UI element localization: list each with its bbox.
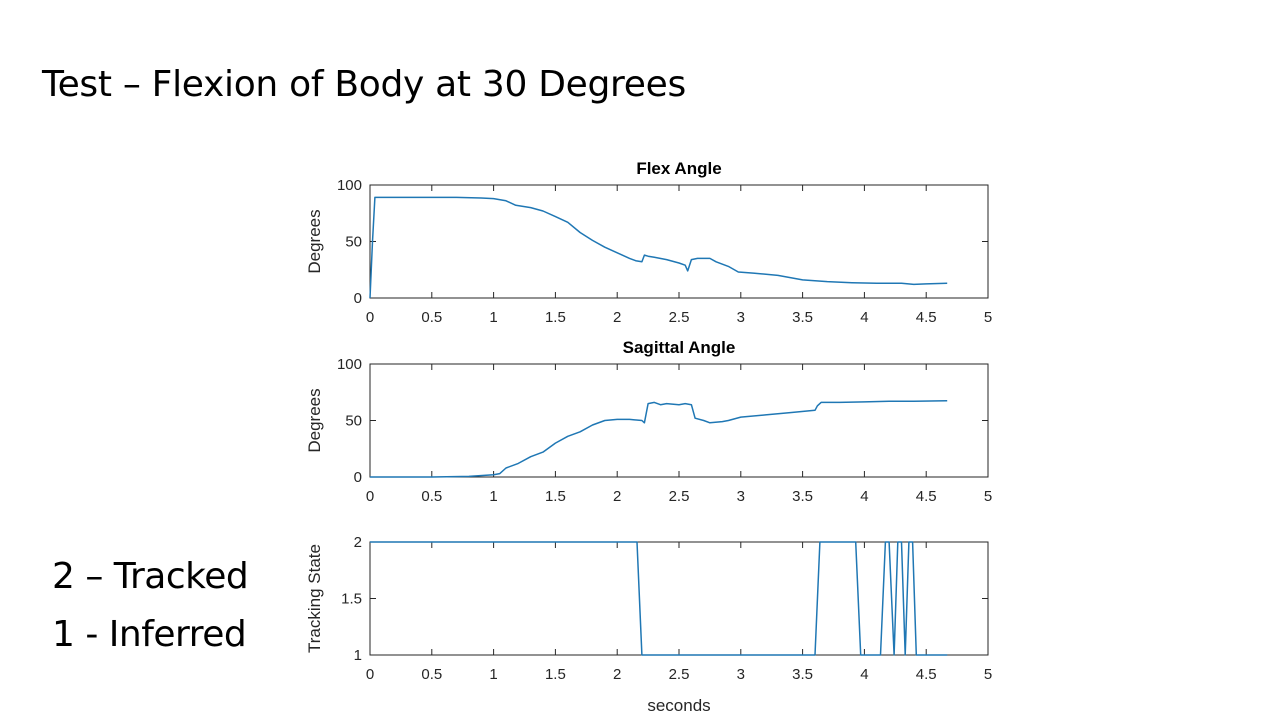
chart-panel-3: 0 0.5 1 1.5 2 2.5 3 3.5 4 4.5 5 1 1.5 2 Tracking State… bbox=[305, 534, 992, 715]
x-tick-label: 2 bbox=[613, 488, 621, 505]
plot-area-frame bbox=[369, 363, 989, 478]
series-line-1 bbox=[370, 399, 948, 478]
legend-inferred: 1 - Inferred bbox=[52, 614, 247, 655]
x-tick-label: 4.5 bbox=[916, 666, 937, 683]
x-tick-label: 1.5 bbox=[545, 666, 566, 683]
x-tick-label: 3.5 bbox=[792, 309, 813, 326]
series-line-1 bbox=[369, 196, 948, 299]
x-tick-label: 2 bbox=[613, 309, 621, 326]
x-tick-label: 1 bbox=[489, 666, 497, 683]
y-tick-label: 50 bbox=[345, 413, 362, 430]
x-tick-label: 3 bbox=[737, 488, 745, 505]
y-tick-label: 1 bbox=[354, 647, 362, 664]
x-tick-label: 3 bbox=[737, 666, 745, 683]
x-tick-label: 0 bbox=[366, 309, 374, 326]
tracking-state-legend: 2 – Tracked 1 - Inferred bbox=[52, 548, 249, 664]
y-tick-label: 1.5 bbox=[341, 591, 362, 608]
x-tick-label: 2.5 bbox=[669, 666, 690, 683]
x-tick-label: 3 bbox=[737, 309, 745, 326]
x-tick-label: 0.5 bbox=[421, 488, 442, 505]
x-tick-label: 1 bbox=[489, 488, 497, 505]
y-axis-label: Tracking State bbox=[305, 544, 324, 653]
x-tick-label: 2.5 bbox=[669, 488, 690, 505]
y-tick-label: 50 bbox=[345, 234, 362, 251]
y-tick-label: 2 bbox=[354, 534, 362, 551]
x-tick-label: 0 bbox=[366, 488, 374, 505]
x-tick-label: 0 bbox=[366, 666, 374, 683]
x-tick-label: 3.5 bbox=[792, 666, 813, 683]
x-tick-label: 4 bbox=[860, 309, 868, 326]
x-tick-label: 0.5 bbox=[421, 309, 442, 326]
x-tick-label: 4.5 bbox=[916, 309, 937, 326]
y-axis-label: Degrees bbox=[305, 209, 324, 273]
x-tick-label: 5 bbox=[984, 488, 992, 505]
x-tick-label: 4.5 bbox=[916, 488, 937, 505]
x-tick-label: 1 bbox=[489, 309, 497, 326]
series-line-1 bbox=[370, 541, 948, 656]
x-tick-label: 0.5 bbox=[421, 666, 442, 683]
x-tick-label: 3.5 bbox=[792, 488, 813, 505]
x-tick-label: 2 bbox=[613, 666, 621, 683]
legend-tracked: 2 – Tracked bbox=[52, 556, 249, 597]
x-tick-label: 2.5 bbox=[669, 309, 690, 326]
y-tick-label: 100 bbox=[337, 356, 362, 373]
x-tick-label: 4 bbox=[860, 666, 868, 683]
chart-title: Flex Angle bbox=[636, 159, 721, 178]
x-tick-label: 1.5 bbox=[545, 488, 566, 505]
x-tick-label: 5 bbox=[984, 666, 992, 683]
y-tick-label: 100 bbox=[337, 177, 362, 194]
slide-title: Test – Flexion of Body at 30 Degrees bbox=[42, 64, 686, 105]
chart-title: Sagittal Angle bbox=[623, 338, 736, 357]
y-tick-label: 0 bbox=[354, 290, 362, 307]
x-axis-label: seconds bbox=[647, 696, 710, 715]
x-tick-label: 5 bbox=[984, 309, 992, 326]
x-tick-label: 4 bbox=[860, 488, 868, 505]
plot-area-frame bbox=[369, 184, 989, 299]
x-tick-label: 1.5 bbox=[545, 309, 566, 326]
y-axis-label: Degrees bbox=[305, 388, 324, 452]
y-tick-label: 0 bbox=[354, 469, 362, 486]
